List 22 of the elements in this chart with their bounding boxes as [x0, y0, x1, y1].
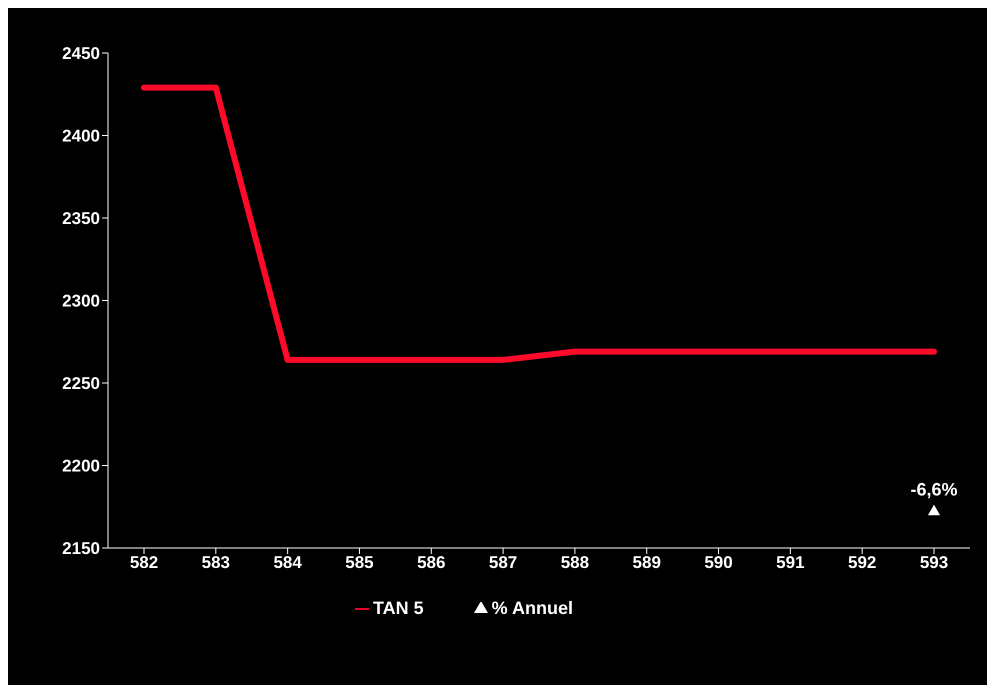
x-tick-label: 591 [776, 553, 805, 572]
y-tick-label: 2150 [62, 539, 100, 558]
y-tick-label: 2250 [62, 374, 100, 394]
legend-label: TAN 5 [372, 598, 424, 618]
x-tick-label: 588 [560, 553, 590, 572]
x-tick-label: 589 [632, 553, 661, 572]
x-tick-label: 584 [273, 553, 302, 572]
x-tick-label: 583 [202, 553, 230, 572]
x-tick-label: 586 [417, 553, 446, 572]
legend-label: % Annuel [492, 598, 573, 618]
y-tick-label: 2200 [62, 456, 100, 476]
x-tick-label: 587 [488, 553, 518, 572]
x-tick-label: 590 [704, 553, 733, 572]
x-tick-label: 592 [848, 553, 876, 572]
x-tick-label: 582 [130, 553, 158, 572]
y-tick-label: 2450 [62, 44, 100, 64]
y-tick-label: 2350 [62, 209, 100, 228]
x-tick-label: 585 [345, 553, 374, 572]
y-tick-label: 2300 [62, 292, 100, 311]
x-tick-label: 593 [920, 553, 948, 572]
annotation: -6,6% [910, 480, 958, 500]
y-tick-label: 2400 [62, 126, 100, 146]
